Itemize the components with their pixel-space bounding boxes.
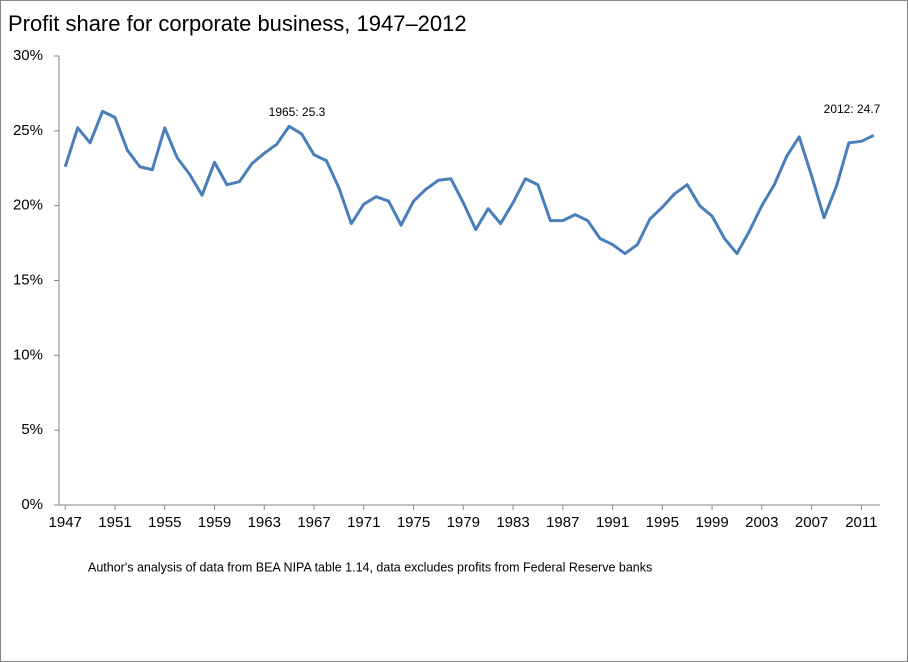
source-note: Author's analysis of data from BEA NIPA … [88,560,652,574]
x-tick-label: 1983 [496,514,529,531]
x-tick-label: 1959 [198,514,231,531]
x-tick-label: 1955 [148,514,181,531]
x-tick-label: 1967 [297,514,330,531]
x-tick-label: 1975 [397,514,430,531]
data-line [63,109,875,256]
x-tick-label: 1951 [98,514,131,531]
x-tick-label: 1963 [248,514,281,531]
x-tick-label: 1991 [596,514,629,531]
y-tick-label: 20% [13,197,43,214]
x-tick-label: 1995 [646,514,679,531]
annotation: 1965: 25.3 [269,105,326,119]
annotation: 2012: 24.7 [824,102,881,116]
x-tick-label: 1971 [347,514,380,531]
x-tick-label: 2007 [795,514,828,531]
x-tick-label: 1947 [49,514,82,531]
x-tick-label: 2003 [745,514,778,531]
y-tick-label: 0% [21,496,43,513]
x-tick-label: 1979 [447,514,480,531]
y-tick-label: 25% [13,122,43,139]
x-tick-label: 1987 [546,514,579,531]
y-tick-label: 15% [13,271,43,288]
y-tick-label: 10% [13,346,43,363]
chart-title: Profit share for corporate business, 194… [8,11,467,36]
x-tick-label: 2011 [845,514,877,531]
y-tick-label: 5% [21,421,43,438]
x-tick-label: 1999 [695,514,728,531]
y-tick-label: 30% [13,47,43,64]
